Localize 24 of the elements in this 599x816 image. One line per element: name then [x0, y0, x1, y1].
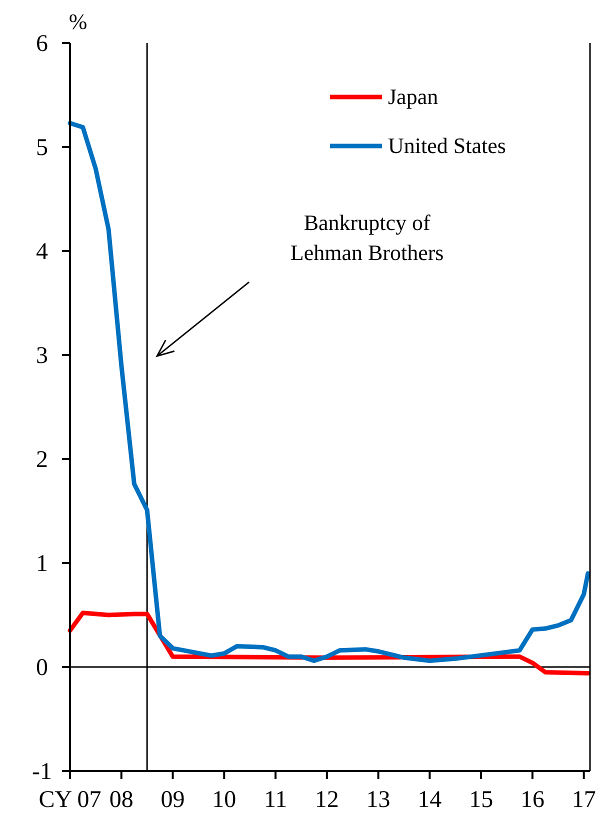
- y-tick-label: 3: [36, 343, 48, 369]
- legend-label: United States: [388, 133, 506, 158]
- x-tick-label: 15: [469, 787, 494, 813]
- y-tick-label: 2: [36, 447, 48, 473]
- y-axis-title: %: [68, 9, 88, 34]
- x-tick-label: 12: [314, 787, 339, 813]
- y-tick-label: 5: [36, 135, 48, 161]
- y-tick-label: 4: [36, 239, 48, 265]
- x-tick-label: 11: [264, 787, 288, 813]
- y-tick-label: 1: [36, 551, 48, 577]
- x-tick-label: 17: [572, 787, 596, 813]
- x-tick-label: 10: [212, 787, 236, 813]
- y-tick-label: -1: [32, 759, 52, 785]
- x-tick-label: 16: [520, 787, 544, 813]
- x-tick-label: 13: [366, 787, 390, 813]
- x-tick-label: CY 07: [38, 787, 102, 813]
- y-tick-label: 0: [36, 655, 48, 681]
- x-tick-label: 14: [418, 787, 442, 813]
- line-series: [68, 120, 590, 664]
- y-tick-label: 6: [36, 31, 48, 57]
- annotation: Bankruptcy of Lehman Brothers: [290, 210, 444, 266]
- legend-label: Japan: [388, 84, 438, 109]
- x-tick-label: 09: [160, 787, 185, 813]
- x-tick-label: 08: [109, 787, 134, 813]
